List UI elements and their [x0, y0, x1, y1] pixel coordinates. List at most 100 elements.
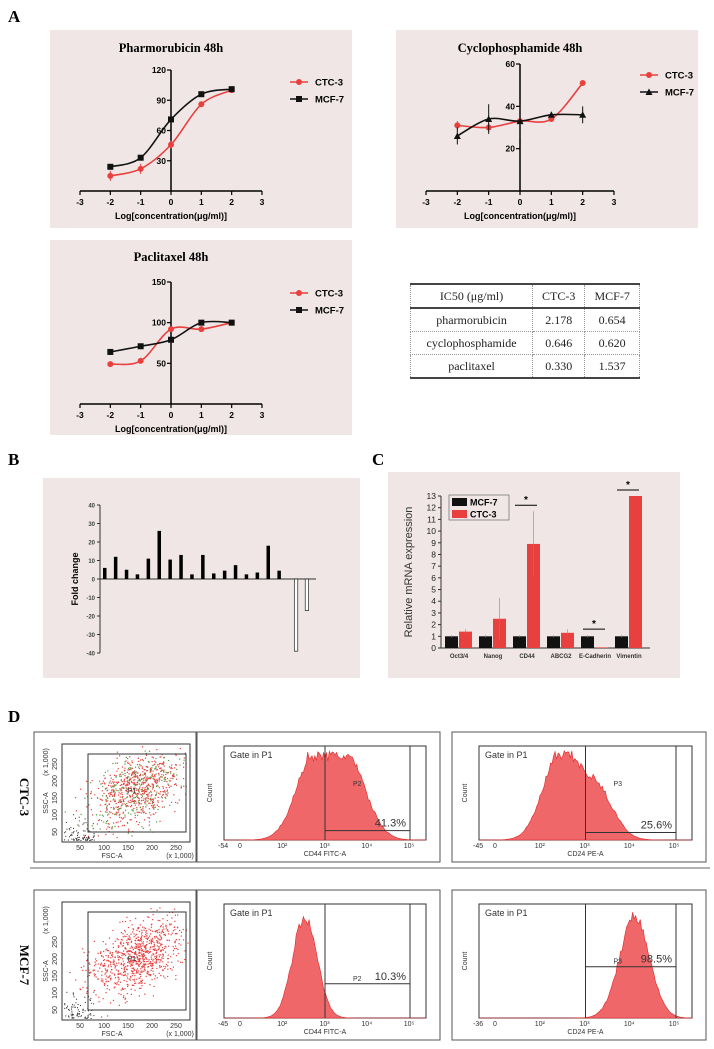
event-dot — [109, 774, 111, 776]
event-dot — [88, 830, 90, 832]
x-min-label: -45 — [218, 1021, 228, 1028]
event-dot — [157, 808, 159, 811]
gate-percent: 98.5% — [641, 954, 672, 966]
event-dot — [172, 773, 174, 775]
event-dot — [146, 950, 148, 953]
event-dot — [64, 1003, 66, 1005]
event-dot — [114, 965, 116, 968]
x-tick-label: 100 — [98, 1023, 110, 1030]
event-dot — [105, 794, 108, 797]
event-dot — [151, 775, 153, 777]
event-dot — [98, 1001, 100, 1003]
event-dot — [69, 971, 71, 974]
event-dot — [174, 914, 177, 916]
row-label: MCF-7 — [17, 945, 32, 986]
event-dot — [107, 1015, 109, 1017]
event-dot — [167, 958, 169, 960]
event-dot — [132, 782, 134, 784]
event-dot — [102, 941, 104, 943]
event-dot — [141, 783, 143, 786]
event-dot — [148, 974, 151, 976]
chart-title: Pharmorubicin 48h — [119, 41, 224, 55]
event-dot — [159, 943, 162, 945]
legend-marker — [296, 96, 302, 102]
event-dot — [134, 775, 136, 777]
event-dot — [145, 790, 148, 793]
event-dot — [165, 786, 167, 789]
event-dot — [126, 942, 128, 944]
event-dot — [133, 947, 136, 949]
event-dot — [134, 975, 136, 977]
event-dot — [160, 791, 162, 793]
scatter-frame — [33, 731, 197, 863]
y-tick-label: 90 — [157, 95, 167, 105]
event-dot — [136, 788, 138, 790]
event-dot — [144, 969, 146, 971]
event-dot — [164, 933, 166, 935]
event-dot — [126, 983, 128, 986]
event-dot — [145, 947, 147, 949]
event-dot — [108, 937, 111, 939]
event-dot — [147, 793, 149, 795]
event-dot — [137, 760, 140, 762]
event-dot — [100, 951, 102, 953]
event-dot — [139, 949, 141, 951]
event-dot — [162, 923, 164, 925]
event-dot — [156, 779, 158, 781]
event-dot — [88, 837, 90, 839]
event-dot — [162, 961, 164, 963]
event-dot — [163, 756, 166, 759]
event-dot — [124, 947, 126, 949]
event-dot — [173, 773, 175, 775]
event-dot — [93, 969, 95, 971]
event-dot — [129, 767, 131, 769]
event-dot — [118, 814, 120, 816]
event-dot — [140, 765, 142, 767]
event-dot — [126, 788, 128, 790]
event-dot — [132, 800, 134, 803]
event-dot — [109, 971, 112, 973]
event-dot — [112, 812, 114, 815]
event-dot — [105, 991, 107, 994]
event-dot — [156, 749, 158, 751]
event-dot — [75, 1002, 77, 1004]
event-dot — [170, 934, 172, 936]
event-dot — [130, 963, 132, 965]
event-dot — [117, 768, 119, 770]
event-dot — [152, 964, 154, 966]
event-dot — [105, 833, 107, 836]
event-dot — [172, 966, 175, 968]
event-dot — [151, 978, 153, 981]
event-dot — [133, 783, 135, 785]
event-dot — [148, 962, 151, 965]
event-dot — [112, 782, 115, 784]
event-dot — [175, 801, 177, 804]
event-dot — [152, 800, 154, 803]
event-dot — [119, 921, 121, 923]
event-dot — [86, 839, 88, 841]
event-dot — [164, 777, 166, 779]
event-dot — [146, 972, 148, 974]
event-dot — [165, 946, 167, 948]
event-dot — [117, 939, 119, 941]
event-dot — [69, 836, 71, 838]
event-dot — [103, 774, 105, 777]
event-dot — [123, 824, 126, 827]
event-dot — [105, 949, 107, 951]
event-dot — [175, 947, 177, 950]
event-dot — [102, 964, 104, 966]
event-dot — [133, 779, 135, 781]
event-dot — [131, 947, 133, 949]
event-dot — [120, 931, 122, 934]
event-dot — [133, 984, 135, 987]
event-dot — [71, 1017, 73, 1019]
event-dot — [154, 760, 156, 762]
event-dot — [132, 787, 135, 789]
event-dot — [155, 935, 157, 937]
event-dot — [167, 954, 169, 956]
event-dot — [147, 966, 149, 968]
event-dot — [83, 834, 85, 836]
event-dot — [72, 992, 74, 994]
event-dot — [139, 987, 141, 990]
event-dot — [127, 787, 130, 789]
